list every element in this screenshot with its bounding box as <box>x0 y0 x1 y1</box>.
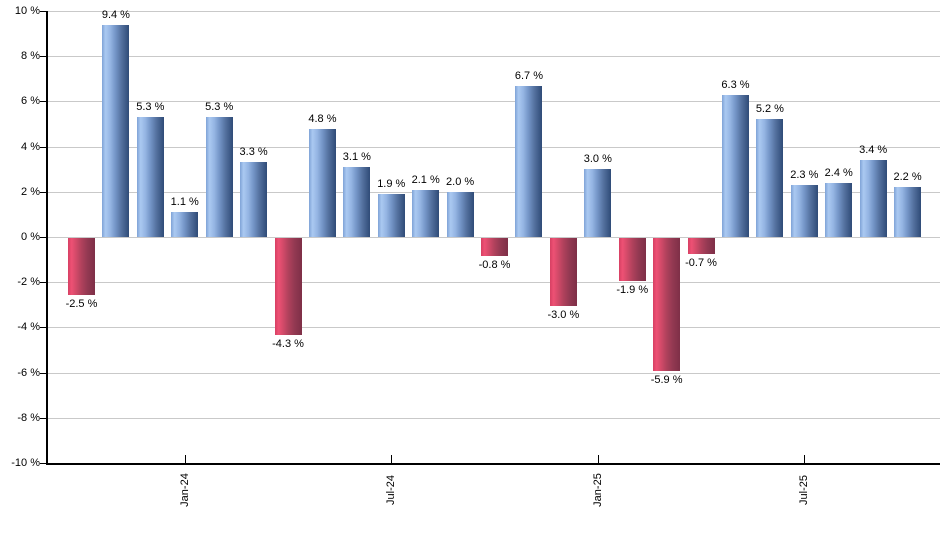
x-axis-tick <box>804 455 805 463</box>
bar <box>136 117 164 237</box>
y-axis-tick <box>40 101 46 102</box>
x-axis-tick-label: Jan-25 <box>592 473 604 507</box>
bar <box>308 129 336 237</box>
gridline <box>46 101 940 102</box>
gridline <box>46 56 940 57</box>
bar-value-label: 1.1 % <box>170 196 199 208</box>
x-axis-tick-label: Jan-24 <box>179 473 191 507</box>
y-axis-tick <box>40 418 46 419</box>
y-axis-tick-label: -6 % <box>17 367 40 379</box>
y-axis-tick-label: -4 % <box>17 321 40 333</box>
bar <box>205 117 233 237</box>
y-axis-tick-label: 6 % <box>21 95 40 107</box>
bar-value-label: 1.9 % <box>377 178 406 190</box>
x-axis-tick <box>598 455 599 463</box>
bar-value-label: 4.8 % <box>308 113 337 125</box>
bar <box>721 95 749 237</box>
bar-value-label: 3.3 % <box>239 146 268 158</box>
bar <box>756 119 784 237</box>
bar <box>549 238 577 306</box>
y-axis-tick <box>40 147 46 148</box>
y-axis-tick <box>40 11 46 12</box>
y-axis-tick-label: 10 % <box>14 5 40 17</box>
gridline <box>46 11 940 12</box>
bar-value-label: 6.3 % <box>721 79 750 91</box>
x-axis-line <box>46 463 940 465</box>
x-axis-tick-label: Jul-24 <box>385 475 397 505</box>
bar <box>515 86 543 237</box>
bar-value-label: 6.7 % <box>514 70 544 82</box>
gridline <box>46 192 940 193</box>
y-axis-tick-label: -8 % <box>17 412 40 424</box>
x-axis-tick <box>391 455 392 463</box>
bar-value-label: 5.2 % <box>755 103 784 115</box>
bar <box>653 238 681 371</box>
y-axis-line <box>46 11 48 465</box>
bar-value-label: 5.3 % <box>136 101 165 113</box>
y-axis-tick-label: 4 % <box>21 141 40 153</box>
bar-value-label: -4.3 % <box>272 338 304 350</box>
bar-value-label: 3.0 % <box>583 153 612 165</box>
y-axis-tick <box>40 56 46 57</box>
bar <box>412 190 440 237</box>
y-axis-tick-label: 0 % <box>21 231 40 243</box>
y-axis-tick-label: -2 % <box>17 276 40 288</box>
y-axis-tick <box>40 373 46 374</box>
bar-value-label: 9.4 % <box>101 9 130 21</box>
bar <box>859 160 887 237</box>
y-axis-tick <box>40 192 46 193</box>
bar <box>102 25 130 237</box>
gridline <box>46 237 940 238</box>
bar-value-label: 2.1 % <box>411 174 440 186</box>
gridline <box>46 418 940 419</box>
x-axis-tick-label: Jul-25 <box>798 475 810 505</box>
gridline <box>46 373 940 374</box>
x-axis-tick <box>185 455 186 463</box>
bar-value-label: 2.2 % <box>893 171 922 183</box>
bar-value-label: -3.0 % <box>547 309 580 321</box>
bar <box>240 162 268 237</box>
bar <box>274 238 302 335</box>
bar <box>618 238 646 281</box>
y-axis-tick <box>40 463 46 464</box>
y-axis-tick <box>40 237 46 238</box>
bar-value-label: -2.5 % <box>65 298 98 310</box>
bar-value-label: 3.4 % <box>859 144 888 156</box>
y-axis-tick <box>40 327 46 328</box>
bar <box>687 238 715 254</box>
bar-value-label: 3.1 % <box>342 151 371 163</box>
bar-value-label: -0.7 % <box>685 257 717 269</box>
y-axis-tick-label: 2 % <box>21 186 40 198</box>
bar-value-label: 2.0 % <box>446 176 475 188</box>
bar <box>68 238 95 295</box>
bar-value-label: 2.3 % <box>790 169 819 181</box>
gridline <box>46 327 940 328</box>
y-axis-tick-label: 8 % <box>21 50 40 62</box>
bar <box>171 212 199 237</box>
bar <box>377 194 405 237</box>
bar-value-label: 2.4 % <box>824 167 853 179</box>
gridline <box>46 147 940 148</box>
bar <box>481 238 509 256</box>
bar-value-label: 5.3 % <box>205 101 234 113</box>
bar <box>584 169 612 237</box>
bar <box>446 192 474 237</box>
bar <box>825 183 853 237</box>
bar-value-label: -5.9 % <box>650 374 683 386</box>
y-axis-tick-label: -10 % <box>11 457 40 469</box>
bar <box>894 187 922 237</box>
bar <box>790 185 818 237</box>
bar-value-label: -1.9 % <box>616 284 649 296</box>
gridline <box>46 282 940 283</box>
y-axis-tick <box>40 282 46 283</box>
bar <box>343 167 371 237</box>
bar-value-label: -0.8 % <box>478 259 511 271</box>
